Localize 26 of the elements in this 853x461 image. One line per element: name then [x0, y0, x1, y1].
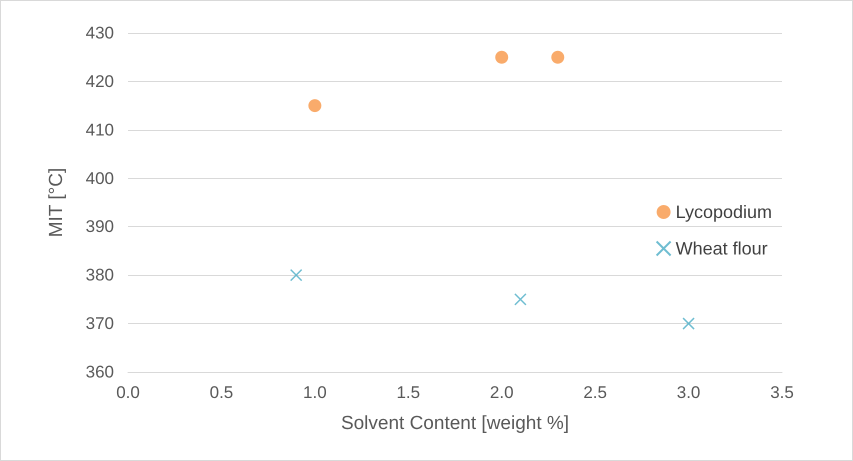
x-tick-label: 3.0	[676, 383, 700, 402]
y-tick-label: 400	[86, 168, 114, 188]
point	[551, 50, 564, 64]
y-tick-label: 380	[86, 266, 114, 285]
point	[290, 268, 302, 282]
y-tick-label: 430	[86, 24, 114, 42]
x-tick-label: 0.5	[210, 383, 234, 402]
point	[495, 50, 508, 64]
x-tick-label: 1.0	[303, 383, 327, 402]
y-tick-label: 360	[86, 362, 114, 382]
x-tick-label: 0.0	[116, 383, 140, 402]
legend-label: Lycopodium	[676, 202, 772, 222]
y-tick-label: 410	[86, 120, 114, 140]
x-tick-label: 1.5	[396, 383, 420, 402]
y-tick-label: 420	[86, 72, 114, 91]
y-axis-title: MIT [°C]	[46, 168, 67, 238]
point	[682, 317, 695, 330]
legend-label: Wheat flour	[676, 238, 768, 258]
y-tick-label: 370	[86, 314, 114, 334]
point	[308, 99, 322, 112]
x-tick-label: 2.0	[490, 383, 514, 402]
point	[514, 293, 527, 306]
x-axis-title: Solvent Content [weight %]	[340, 413, 570, 434]
x-tick-label: 2.5	[583, 383, 607, 402]
x-tick-label: 3.5	[770, 383, 794, 402]
y-tick-label: 390	[86, 217, 114, 236]
